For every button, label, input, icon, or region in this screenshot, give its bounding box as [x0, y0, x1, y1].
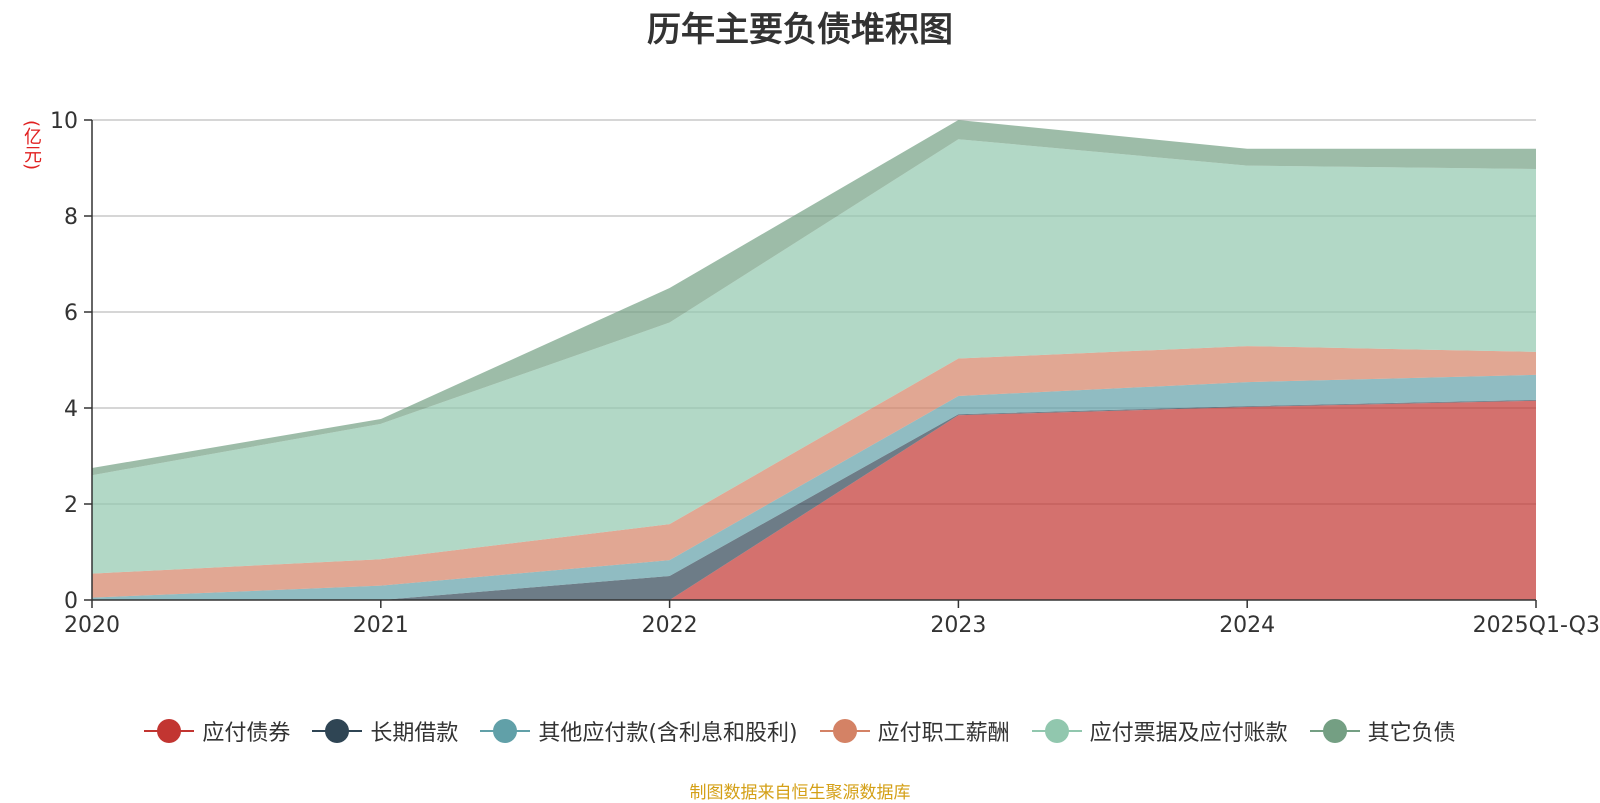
- y-tick-label: 4: [64, 397, 78, 422]
- legend-label: 长期借款: [370, 721, 459, 746]
- chart-plot: 0 2 4 6 8 10 2020 2021 2022 2023 2024 2025Q1-Q3: [50, 109, 1600, 638]
- y-tick-label: 10: [50, 109, 78, 134]
- legend-label: 其他应付款(含利息和股利): [538, 721, 798, 746]
- area-series-5: [92, 120, 1536, 476]
- x-tick-label: 2025Q1-Q3: [1473, 613, 1600, 638]
- axes: 0 2 4 6 8 10 2020 2021 2022 2023 2024 2025Q1-Q3: [50, 109, 1600, 638]
- legend: 应付债券 长期借款 其他应付款(含利息和股利) 应付职工薪酬 应付票据及应付账款 其它负债: [0, 715, 1600, 747]
- legend-item[interactable]: 应付债券: [144, 715, 290, 747]
- y-axis-unit-label: (亿元): [21, 120, 42, 171]
- legend-item[interactable]: 应付票据及应付账款: [1031, 715, 1288, 747]
- area-series-0: [92, 400, 1536, 600]
- legend-marker-icon: [1031, 719, 1082, 743]
- x-tick-label: 2023: [930, 613, 986, 638]
- x-tick-label: 2022: [642, 613, 698, 638]
- legend-label: 应付票据及应付账款: [1089, 721, 1288, 746]
- legend-label: 应付债券: [202, 721, 291, 746]
- x-tick-label: 2021: [353, 613, 409, 638]
- legend-marker-icon: [1309, 719, 1360, 743]
- area-series-3: [92, 346, 1536, 598]
- legend-marker-icon: [144, 719, 195, 743]
- legend-label: 应付职工薪酬: [877, 721, 1010, 746]
- legend-marker-icon: [312, 719, 363, 743]
- y-tick-label: 2: [64, 493, 78, 518]
- y-tick-label: 8: [64, 205, 78, 230]
- legend-label: 其它负债: [1367, 721, 1456, 746]
- area-series-1: [92, 399, 1536, 600]
- chart-title: 历年主要负债堆积图: [647, 10, 953, 50]
- area-series: [92, 120, 1536, 600]
- legend-item[interactable]: 应付职工薪酬: [819, 715, 1010, 747]
- legend-item[interactable]: 长期借款: [312, 715, 458, 747]
- y-tick-label: 6: [64, 301, 78, 326]
- area-series-4: [92, 139, 1536, 574]
- x-tick-label: 2024: [1219, 613, 1275, 638]
- legend-item[interactable]: 其他应付款(含利息和股利): [480, 715, 798, 747]
- y-tick-label: 0: [64, 589, 78, 614]
- area-series-2: [92, 374, 1536, 600]
- source-note: 制图数据来自恒生聚源数据库: [689, 783, 911, 803]
- x-tick-label: 2020: [64, 613, 120, 638]
- legend-marker-icon: [819, 719, 870, 743]
- legend-marker-icon: [480, 719, 531, 743]
- legend-item[interactable]: 其它负债: [1309, 715, 1456, 747]
